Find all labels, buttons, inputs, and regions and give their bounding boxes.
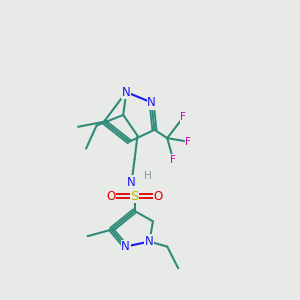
Text: N: N: [122, 85, 130, 98]
Text: S: S: [130, 190, 139, 202]
Text: F: F: [180, 112, 186, 122]
Text: F: F: [170, 154, 176, 164]
Text: N: N: [127, 176, 136, 189]
Text: O: O: [154, 190, 163, 202]
Text: N: N: [145, 235, 154, 248]
Text: N: N: [147, 96, 156, 109]
Text: F: F: [185, 137, 191, 147]
Text: O: O: [106, 190, 116, 202]
Text: H: H: [144, 171, 152, 181]
Text: N: N: [121, 240, 130, 253]
